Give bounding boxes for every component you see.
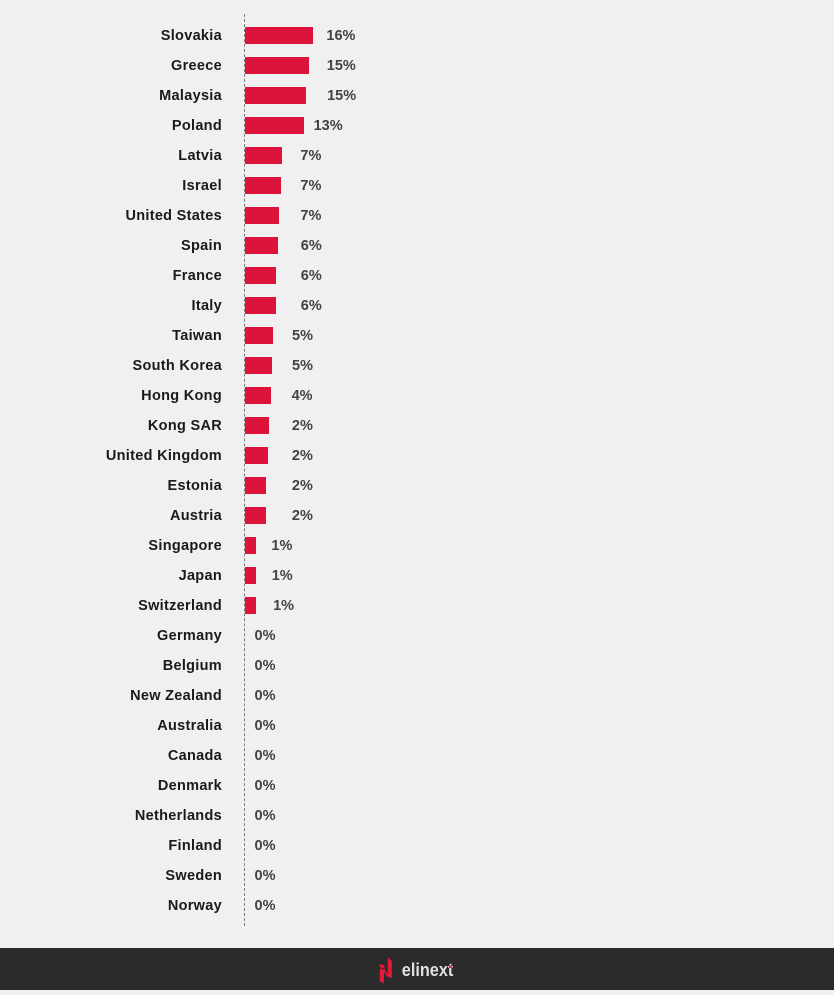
svg-text:elinext: elinext: [402, 960, 454, 980]
